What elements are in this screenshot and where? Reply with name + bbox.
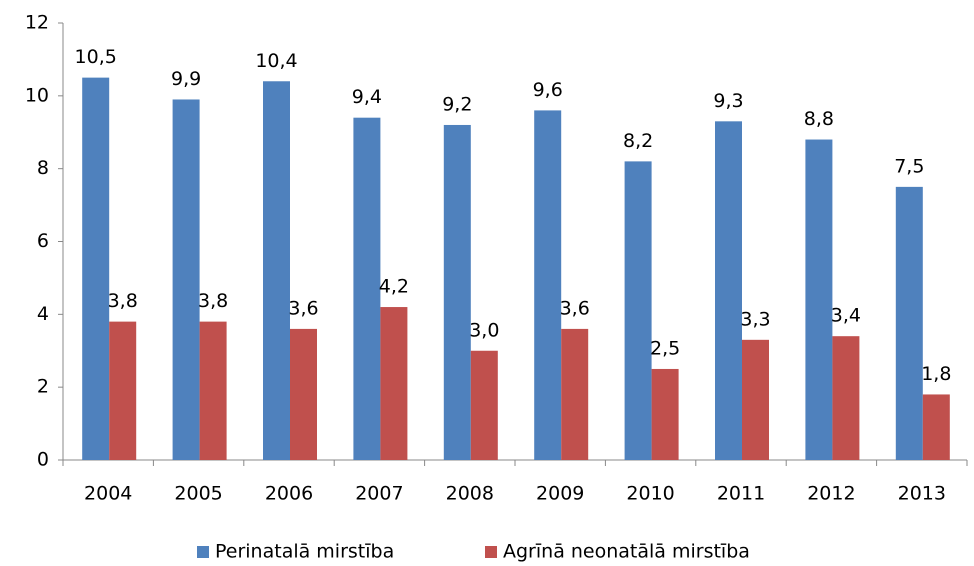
data-label: 10,4 <box>255 50 297 72</box>
y-tick-label: 2 <box>37 376 49 398</box>
bar <box>290 328 317 460</box>
data-label: 3,3 <box>740 308 770 330</box>
bar <box>109 321 137 460</box>
legend-swatch <box>197 546 209 558</box>
bar <box>805 139 833 461</box>
data-label: 3,0 <box>469 319 499 341</box>
y-tick-label: 0 <box>37 449 49 471</box>
data-label: 8,8 <box>804 108 834 130</box>
legend-label: Perinatalā mirstība <box>215 541 394 563</box>
bar <box>443 124 471 460</box>
y-tick-label: 4 <box>37 303 49 325</box>
data-label: 9,9 <box>171 68 201 90</box>
x-tick-label: 2011 <box>717 483 765 505</box>
bar <box>922 394 950 460</box>
bar <box>742 339 769 460</box>
x-tick-label: 2013 <box>898 483 946 505</box>
x-tick-label: 2010 <box>626 483 674 505</box>
x-tick-label: 2005 <box>174 483 222 505</box>
bar <box>199 321 227 460</box>
data-label: 2,5 <box>650 337 680 359</box>
bar <box>715 121 742 460</box>
y-tick-label: 6 <box>37 230 49 252</box>
bar <box>82 77 110 460</box>
bar <box>263 81 290 461</box>
data-label: 1,8 <box>921 363 951 385</box>
data-label: 3,8 <box>108 290 138 312</box>
bar <box>895 186 923 460</box>
data-label: 3,6 <box>288 297 318 319</box>
x-tick-label: 2004 <box>84 483 132 505</box>
bar <box>561 328 589 460</box>
data-label: 3,4 <box>831 305 861 327</box>
y-tick-label: 8 <box>37 157 49 179</box>
data-label: 3,8 <box>198 290 228 312</box>
data-label: 10,5 <box>75 46 117 68</box>
bar <box>624 161 652 460</box>
data-label: 8,2 <box>623 130 653 152</box>
data-label: 3,6 <box>560 297 590 319</box>
bar <box>353 117 381 460</box>
bar <box>651 368 679 460</box>
x-tick-label: 2007 <box>355 483 403 505</box>
y-tick-label: 10 <box>25 84 49 106</box>
bar <box>380 307 408 460</box>
data-label: 9,3 <box>713 90 743 112</box>
bar <box>534 110 562 461</box>
x-tick-label: 2006 <box>265 483 313 505</box>
bar <box>470 350 498 460</box>
y-tick-label: 12 <box>25 12 49 34</box>
bar <box>172 99 200 460</box>
x-tick-label: 2008 <box>446 483 494 505</box>
data-label: 9,6 <box>533 79 563 101</box>
legend-swatch <box>485 546 497 558</box>
data-label: 7,5 <box>894 155 924 177</box>
bar <box>832 336 860 460</box>
data-label: 9,4 <box>352 86 382 108</box>
x-tick-label: 2009 <box>536 483 584 505</box>
data-label: 4,2 <box>379 276 409 298</box>
x-tick-label: 2012 <box>807 483 855 505</box>
data-label: 9,2 <box>442 93 472 115</box>
legend-label: Agrīnā neonatālā mirstība <box>503 541 750 563</box>
